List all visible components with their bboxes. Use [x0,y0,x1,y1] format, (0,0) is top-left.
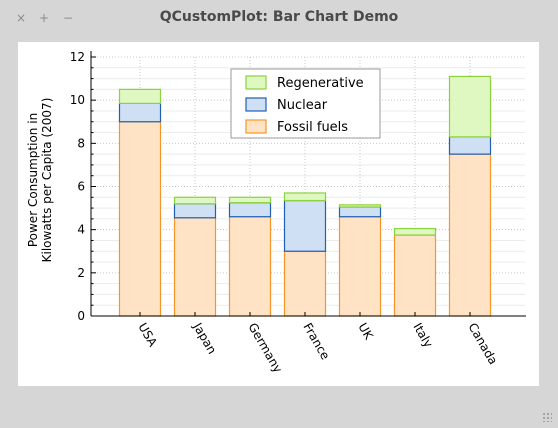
x-tick-label: France [300,321,332,363]
y-axis-label: Power Consumption in Kilowatts per Capit… [26,98,54,263]
y-tick-label: 6 [77,180,85,194]
legend-swatch-nuclear [245,97,267,112]
bar-nuclear-canada[interactable] [448,136,492,155]
bar-fossil-fuels-germany[interactable] [228,216,272,317]
plot-canvas[interactable]: 0 2 4 6 8 10 12 USA Japan Germany France UK Italy Can… [18,42,539,386]
legend-label-nuclear: Nuclear [277,98,328,113]
bar-regenerative-usa[interactable] [118,88,162,105]
bar-fossil-fuels-france[interactable] [283,250,327,317]
bar-regenerative-canada[interactable] [448,75,492,138]
legend-swatch-fossil-fuels [245,119,267,134]
bar-fossil-fuels-canada[interactable] [448,153,492,317]
x-tick-label: Germany [245,321,285,376]
window-title: QCustomPlot: Bar Chart Demo [159,9,399,25]
bar-nuclear-germany[interactable] [228,202,272,218]
y-tick-label: 10 [70,93,85,107]
bar-regenerative-france[interactable] [283,192,327,202]
bar-fossil-fuels-usa[interactable] [118,121,162,317]
bar-regenerative-japan[interactable] [173,196,217,205]
x-tick-label: Canada [465,321,500,368]
y-tick-label: 8 [77,136,85,150]
maximize-window-button[interactable]: + [38,11,50,25]
y-tick-label: 12 [70,50,85,64]
bar-regenerative-italy[interactable] [393,227,437,236]
legend[interactable]: Regenerative Nuclear Fossil fuels [230,68,381,139]
legend-swatch-regenerative [245,75,267,90]
x-tick-label: UK [355,321,376,343]
bar-nuclear-japan[interactable] [173,203,217,219]
resize-grip[interactable] [542,412,552,422]
y-axis-label-line-2: Kilowatts per Capita (2007) [40,98,54,263]
close-window-button[interactable]: × [15,11,27,25]
y-tick-label: 0 [77,309,85,323]
bar-fossil-fuels-italy[interactable] [393,234,437,317]
bar-chart[interactable]: 0 2 4 6 8 10 12 USA Japan Germany France UK Italy Can… [18,42,539,386]
bar-fossil-fuels-japan[interactable] [173,217,217,317]
bar-nuclear-uk[interactable] [338,206,382,218]
bars [118,75,492,317]
y-tick-label: 2 [77,266,85,280]
bar-fossil-fuels-uk[interactable] [338,216,382,317]
bar-regenerative-uk[interactable] [338,204,382,208]
x-tick-label: Italy [410,321,435,351]
bar-regenerative-germany[interactable] [228,196,272,204]
bar-nuclear-france[interactable] [283,199,327,252]
y-axis-label-line-1: Power Consumption in [26,113,40,247]
x-tick-label: USA [135,321,160,350]
title-bar[interactable]: × + − QCustomPlot: Bar Chart Demo [0,0,558,36]
legend-label-fossil-fuels: Fossil fuels [277,120,348,135]
y-tick-label: 4 [77,223,85,237]
minimize-window-button[interactable]: − [62,11,74,25]
bar-nuclear-usa[interactable] [118,102,162,123]
legend-label-regenerative: Regenerative [277,76,364,91]
x-tick-label: Japan [190,320,219,357]
